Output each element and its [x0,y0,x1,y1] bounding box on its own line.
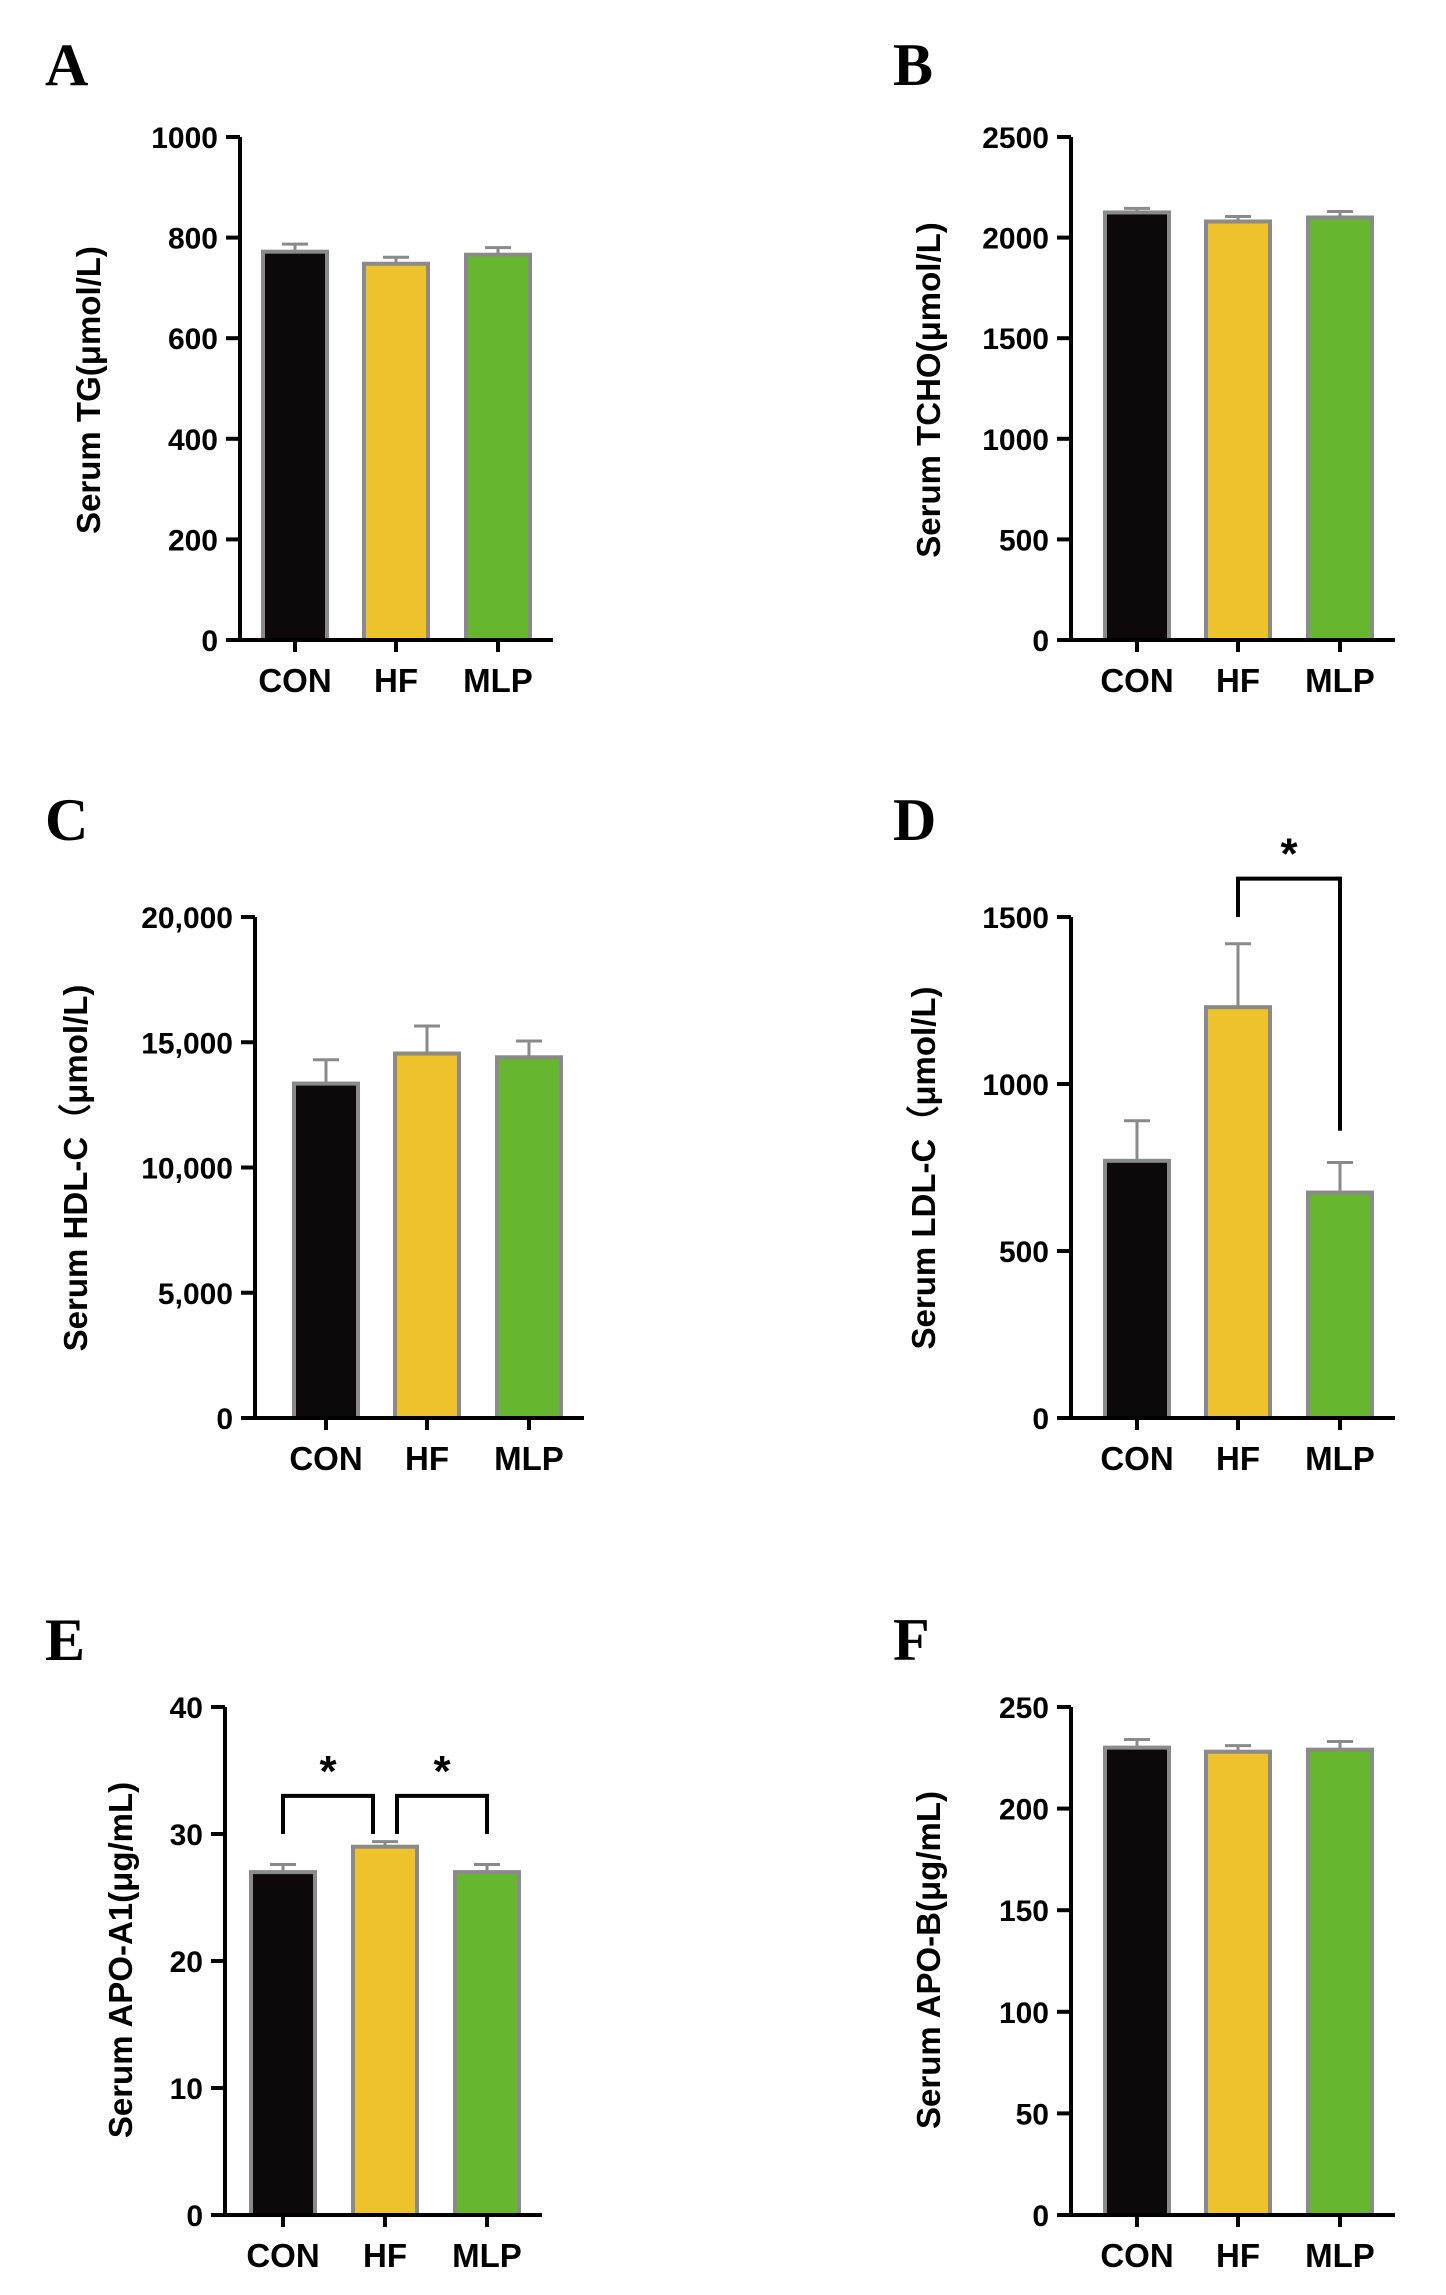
bar-c-mlp [495,1055,563,1421]
category-label-d-con: CON [1100,1440,1173,1477]
chart-panel-e: E Serum APO-A1(μg/mL) CON HF MLP 0 10 20 30 40 * * [45,1607,542,2274]
y-tick-label-c-3: 15,000 [141,1027,233,1060]
category-label-b-mlp: MLP [1305,662,1375,699]
bar-e-con [249,1870,317,2217]
significance-star-e-1: * [433,1747,451,1796]
y-tick-label-a-4: 800 [168,223,218,256]
bar-d-hf [1204,1005,1272,1420]
y-tick-label-d-0: 0 [1032,1403,1049,1436]
y-tick-label-a-0: 0 [201,625,218,658]
y-tick-label-d-1: 500 [999,1236,1049,1269]
y-tick-label-a-3: 600 [168,323,218,356]
y-tick-label-e-2: 20 [170,1946,203,1979]
y-tick-label-e-3: 30 [170,1819,203,1852]
category-label-c-mlp: MLP [494,1440,564,1477]
chart-panel-d: D Serum LDL-C（μmol/L) CON HF MLP 0 500 1000 1500… [893,787,1395,1477]
y-tick-label-b-0: 0 [1032,625,1049,658]
significance-bracket-d-0 [1236,876,1342,1131]
category-label-a-con: CON [258,662,331,699]
category-label-d-hf: HF [1216,1440,1260,1477]
bar-a-con [261,249,329,643]
category-label-f-hf: HF [1216,2237,1260,2274]
y-tick-label-e-0: 0 [186,2200,203,2233]
y-tick-label-c-1: 5,000 [158,1278,233,1311]
panel-letter-d: D [893,787,936,853]
bar-b-con [1103,210,1171,642]
bar-c-con [292,1081,360,1421]
bar-f-hf [1204,1749,1272,2217]
bar-d-mlp [1306,1190,1374,1421]
y-tick-label-d-2: 1000 [982,1069,1049,1102]
y-tick-label-d-3: 1500 [982,902,1049,935]
y-tick-label-b-1: 500 [999,524,1049,557]
y-tick-label-b-5: 2500 [982,122,1049,155]
y-axis-title-d: Serum LDL-C（μmol/L) [905,986,942,1349]
y-tick-label-e-4: 40 [170,1692,203,1725]
bar-d-con [1103,1158,1171,1420]
y-tick-label-e-1: 10 [170,2073,203,2106]
bar-f-con [1103,1745,1171,2217]
panel-letter-a: A [45,32,88,98]
y-tick-label-b-4: 2000 [982,223,1049,256]
bar-a-hf [362,261,430,642]
y-tick-label-a-2: 400 [168,424,218,457]
category-label-a-mlp: MLP [463,662,533,699]
chart-panel-f: F Serum APO-B(μg/mL) CON HF MLP 0 50 100 150 200 2… [893,1607,1395,2274]
category-label-b-hf: HF [1216,662,1260,699]
panel-letter-b: B [893,32,933,98]
bar-e-mlp [453,1870,521,2217]
category-label-d-mlp: MLP [1305,1440,1375,1477]
bar-b-hf [1204,219,1272,642]
bar-c-hf [393,1051,461,1420]
category-label-f-con: CON [1100,2237,1173,2274]
bar-a-mlp [464,252,532,642]
y-tick-label-c-4: 20,000 [141,902,233,935]
y-tick-label-a-5: 1000 [151,122,218,155]
y-axis-title-b: Serum TCHO(μmol/L) [910,222,947,558]
chart-panel-b: B Serum TCHO(μmol/L) CON HF MLP 0 500 1000 1500 2… [893,32,1395,699]
y-axis-title-c: Serum HDL-C（μmol/L) [57,985,94,1352]
y-tick-label-f-4: 200 [999,1794,1049,1827]
significance-star-d-0: * [1280,830,1298,879]
bar-e-hf [351,1844,419,2217]
category-label-c-hf: HF [405,1440,449,1477]
category-label-f-mlp: MLP [1305,2237,1375,2274]
category-label-a-hf: HF [374,662,418,699]
significance-star-e-0: * [319,1747,337,1796]
y-tick-label-f-0: 0 [1032,2200,1049,2233]
y-tick-label-c-0: 0 [216,1403,233,1436]
panel-letter-e: E [45,1607,85,1673]
y-axis-title-a: Serum TG(μmol/L) [70,246,107,534]
bar-b-mlp [1306,215,1374,642]
y-tick-label-f-1: 50 [1016,2098,1049,2131]
y-tick-label-f-2: 100 [999,1997,1049,2030]
chart-panel-a: A Serum TG(μmol/L) CON HF MLP 0 200 400 600 800 10… [45,32,553,699]
y-axis-title-f: Serum APO-B(μg/mL) [910,1791,947,2129]
significance-bracket-e-0 [281,1793,375,1834]
panel-letter-f: F [893,1607,930,1673]
chart-panel-c: C Serum HDL-C（μmol/L) CON HF MLP 0 5,000 10,000… [45,787,584,1477]
category-label-e-hf: HF [363,2237,407,2274]
y-tick-label-f-5: 250 [999,1692,1049,1725]
category-label-b-con: CON [1100,662,1173,699]
significance-bracket-e-1 [395,1793,489,1834]
y-tick-label-f-3: 150 [999,1895,1049,1928]
panel-letter-c: C [45,787,88,853]
y-tick-label-b-3: 1500 [982,323,1049,356]
category-label-e-mlp: MLP [452,2237,522,2274]
category-label-e-con: CON [246,2237,319,2274]
y-tick-label-a-1: 200 [168,524,218,557]
y-tick-label-c-2: 10,000 [141,1153,233,1186]
bar-f-mlp [1306,1747,1374,2217]
y-tick-label-b-2: 1000 [982,424,1049,457]
category-label-c-con: CON [289,1440,362,1477]
y-axis-title-e: Serum APO-A1(μg/mL) [102,1782,139,2138]
